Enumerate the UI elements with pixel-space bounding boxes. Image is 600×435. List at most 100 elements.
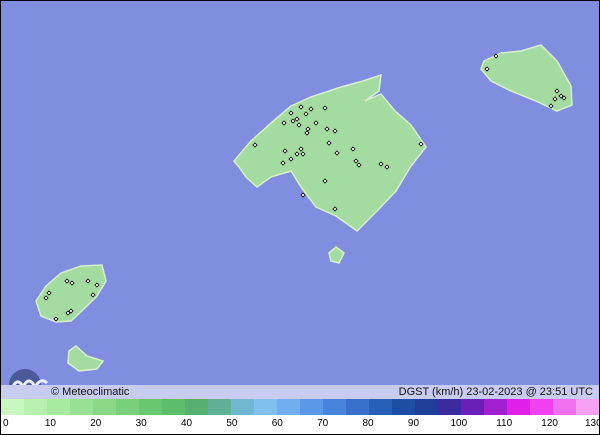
station-marker[interactable]	[290, 118, 296, 124]
scale-tick: 10	[44, 418, 56, 429]
station-marker[interactable]	[484, 66, 490, 72]
scale-swatch	[323, 399, 346, 415]
scale-swatch	[346, 399, 369, 415]
station-marker[interactable]	[300, 192, 306, 198]
station-marker[interactable]	[353, 158, 359, 164]
scale-swatch	[139, 399, 162, 415]
scale-swatch	[162, 399, 185, 415]
scale-tick: 20	[90, 418, 102, 429]
scale-tick: 90	[407, 418, 420, 429]
scale-tick: 30	[135, 418, 147, 429]
scale-swatch	[553, 399, 576, 415]
scale-tick: 70	[317, 418, 329, 429]
variable-timestamp: DGST (km/h) 23-02-2023 @ 23:51 UTC	[398, 386, 593, 398]
station-marker[interactable]	[68, 308, 74, 314]
station-marker[interactable]	[280, 160, 286, 166]
station-marker[interactable]	[313, 120, 319, 126]
scale-swatch	[116, 399, 139, 415]
station-marker[interactable]	[552, 96, 558, 102]
station-marker[interactable]	[418, 141, 424, 147]
scale-swatch	[185, 399, 208, 415]
scale-tick: 60	[271, 418, 283, 429]
scale-swatch	[484, 399, 507, 415]
island-menorca	[480, 44, 573, 112]
station-marker[interactable]	[356, 162, 362, 168]
scale-tick: 100	[450, 418, 468, 429]
station-marker[interactable]	[304, 130, 310, 136]
station-marker[interactable]	[493, 53, 499, 59]
info-bar: © Meteoclimatic DGST (km/h) 23-02-2023 @…	[1, 385, 599, 399]
station-marker[interactable]	[298, 104, 304, 110]
scale-swatch	[1, 399, 24, 415]
station-marker[interactable]	[252, 142, 258, 148]
station-marker[interactable]	[558, 93, 564, 99]
station-marker[interactable]	[326, 140, 332, 146]
station-marker[interactable]	[334, 150, 340, 156]
station-marker[interactable]	[46, 290, 52, 296]
station-marker[interactable]	[384, 164, 390, 170]
station-marker[interactable]	[94, 282, 100, 288]
station-marker[interactable]	[90, 292, 96, 298]
station-marker[interactable]	[288, 156, 294, 162]
scale-swatch	[70, 399, 93, 415]
station-marker[interactable]	[288, 110, 294, 116]
island-cabrera	[328, 246, 345, 264]
scale-swatch	[392, 399, 415, 415]
station-marker[interactable]	[303, 111, 309, 117]
scale-swatch	[507, 399, 530, 415]
scale-tick: 50	[226, 418, 238, 429]
station-marker[interactable]	[53, 316, 59, 322]
station-marker[interactable]	[561, 95, 567, 101]
station-marker[interactable]	[378, 161, 384, 167]
station-marker[interactable]	[548, 103, 554, 109]
station-marker[interactable]	[305, 126, 311, 132]
map-canvas	[1, 1, 599, 385]
station-marker[interactable]	[85, 278, 91, 284]
scale-tick: 110	[496, 418, 513, 429]
scale-swatch	[530, 399, 553, 415]
station-marker[interactable]	[332, 128, 338, 134]
scale-swatch	[576, 399, 599, 415]
scale-swatch	[254, 399, 277, 415]
scale-swatch	[47, 399, 70, 415]
scale-swatch	[93, 399, 116, 415]
station-marker[interactable]	[350, 146, 356, 152]
scale-swatch	[208, 399, 231, 415]
scale-swatch	[231, 399, 254, 415]
station-marker[interactable]	[332, 206, 338, 212]
scale-swatch	[369, 399, 392, 415]
station-marker[interactable]	[69, 280, 75, 286]
station-marker[interactable]	[64, 278, 70, 284]
station-marker[interactable]	[294, 151, 300, 157]
scale-swatch	[277, 399, 300, 415]
island-mallorca	[233, 73, 427, 232]
scale-swatch	[438, 399, 461, 415]
station-marker[interactable]	[322, 178, 328, 184]
scale-swatch	[300, 399, 323, 415]
station-marker[interactable]	[281, 120, 287, 126]
scale-swatch	[461, 399, 484, 415]
color-scale	[1, 399, 599, 415]
scale-tick: 120	[541, 418, 558, 429]
scale-tick: 40	[180, 418, 193, 429]
station-marker[interactable]	[294, 116, 300, 122]
station-marker[interactable]	[43, 295, 49, 301]
station-marker[interactable]	[282, 148, 288, 154]
scale-tick: 80	[362, 418, 374, 429]
station-marker[interactable]	[322, 105, 328, 111]
credit-text: © Meteoclimatic	[51, 386, 130, 398]
scale-swatch	[24, 399, 47, 415]
station-marker[interactable]	[324, 126, 330, 132]
station-marker[interactable]	[300, 151, 306, 157]
station-marker[interactable]	[308, 106, 314, 112]
station-marker[interactable]	[296, 122, 302, 128]
scale-tick: 0	[3, 418, 9, 429]
scale-tick: 130	[585, 418, 599, 429]
scale-swatch	[415, 399, 438, 415]
island-formentera	[67, 345, 105, 372]
station-marker[interactable]	[298, 146, 304, 152]
station-marker[interactable]	[65, 310, 71, 316]
station-marker[interactable]	[554, 88, 560, 94]
scale-ticks: 0 10 20 30 40 50 60 70 80 90 100 110 120 130	[1, 415, 599, 434]
